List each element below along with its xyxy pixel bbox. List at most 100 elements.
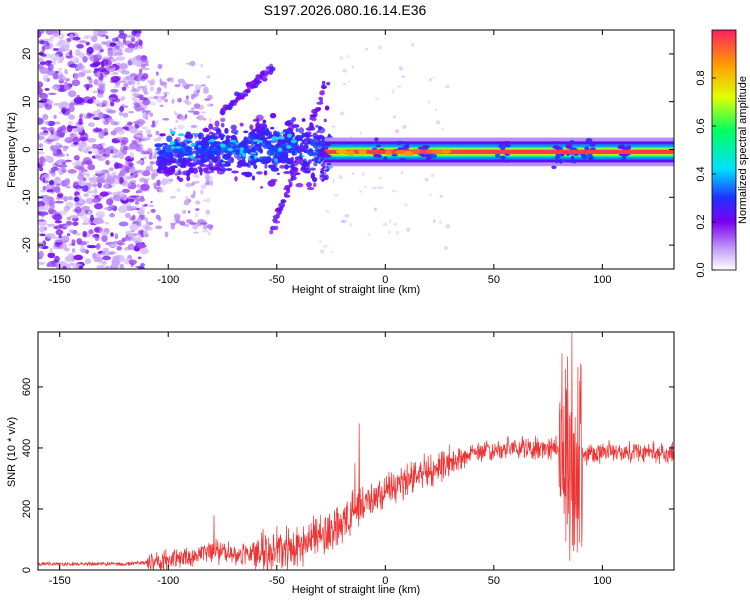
- spectrogram-blob: [157, 161, 164, 168]
- spectrogram-blob: [195, 200, 201, 205]
- spectrogram-blob: [45, 155, 50, 160]
- spectrogram-blob: [430, 153, 437, 159]
- spectrogram-blob: [44, 60, 52, 66]
- spectrogram-blob: [394, 129, 400, 134]
- spectrogram-blob: [120, 96, 126, 101]
- spectrogram-blob: [80, 161, 85, 167]
- spectrogram-blob: [310, 153, 317, 157]
- spectrogram-blob: [130, 238, 136, 241]
- spectrogram-blob: [618, 144, 624, 147]
- spectrogram-blob: [133, 92, 138, 98]
- spectrogram-blob: [230, 124, 237, 131]
- spectrogram-blob: [319, 98, 323, 103]
- spectrogram-blob: [118, 152, 125, 160]
- spectrogram-blob: [175, 119, 179, 123]
- spectrogram-blob: [439, 220, 443, 225]
- spectrogram-blob: [58, 145, 63, 149]
- spectrogram-blob: [322, 244, 328, 248]
- spectrogram-blob: [155, 225, 163, 230]
- spectrogram-blob: [54, 220, 63, 224]
- chart-title: S197.2026.080.16.14.E36: [264, 2, 427, 18]
- spectrogram-blob: [57, 192, 64, 199]
- spectrogram-blob: [151, 153, 156, 160]
- spectrogram-blob: [44, 121, 50, 126]
- spectrogram-blob: [110, 75, 120, 83]
- spectrogram-blob: [144, 225, 151, 231]
- spectrogram-blob: [305, 134, 313, 138]
- spectrogram-blob: [227, 147, 234, 152]
- spectrogram-blob: [141, 204, 148, 208]
- spectrogram-blob: [101, 232, 109, 236]
- spectrogram-blob: [431, 173, 435, 178]
- spectrogram-blob: [272, 218, 278, 223]
- spectrogram-blob: [125, 160, 130, 166]
- spectrogram-blob: [62, 129, 69, 134]
- spectrogram-blob: [147, 221, 154, 226]
- snr-x-tick-label: -50: [269, 575, 285, 587]
- spectrogram-blob: [63, 195, 68, 202]
- spectrogram-blob: [322, 146, 329, 150]
- spectrogram-blob: [99, 191, 109, 197]
- spectrogram-blob: [200, 63, 203, 68]
- snr-y-tick-label: 200: [21, 500, 33, 518]
- spectrogram-blob: [174, 146, 182, 149]
- spectrogram-blob: [55, 42, 65, 47]
- spectrogram-blob: [263, 170, 268, 176]
- spectrogram-blob: [88, 113, 95, 117]
- spectrogram-blob: [48, 180, 55, 186]
- spectrogram-blob: [140, 263, 146, 267]
- spectrogram-blob: [286, 144, 291, 149]
- spectrogram-blob: [121, 164, 129, 170]
- spectrogram-blob: [91, 198, 100, 203]
- spectrogram-blob: [285, 119, 294, 125]
- spectrogram-blob: [76, 94, 81, 99]
- spectrogram-blob: [201, 111, 206, 114]
- spectrogram-blob: [291, 143, 298, 151]
- spectrogram-blob: [122, 37, 127, 44]
- spectrogram-blob: [243, 130, 249, 134]
- spectrogram-blob: [66, 233, 71, 237]
- spectrogram-blob: [374, 97, 379, 100]
- spectrogram-blob: [93, 217, 104, 224]
- spectrogram-blob: [198, 167, 203, 173]
- spectrogram-blob: [188, 167, 195, 173]
- spectrogram-blob: [121, 237, 127, 242]
- spectrogram-blob: [108, 251, 115, 256]
- spectrogram-blob: [395, 141, 402, 146]
- spectrogram-blob: [74, 49, 81, 56]
- spectrogram-blob: [49, 35, 53, 43]
- spectrogram-blob: [358, 148, 367, 155]
- spectrogram-blob: [190, 124, 198, 128]
- spectrogram-blob: [303, 140, 308, 144]
- spectrogram-blob: [154, 143, 163, 148]
- spectrogram-blob: [53, 121, 61, 125]
- spectrogram-blob: [135, 63, 143, 68]
- spectrogram-blob: [149, 86, 154, 92]
- spectrogram-blob: [247, 140, 252, 145]
- spectrogram-blob: [45, 233, 56, 239]
- spectrogram-blob: [192, 110, 200, 115]
- spectrogram-blob: [85, 146, 93, 151]
- spectrogram-blob: [313, 135, 320, 142]
- spectrogram-blob: [186, 62, 193, 65]
- spectrogram-blob: [317, 135, 326, 142]
- spectrogram-blob: [203, 199, 207, 202]
- spectrogram-blob: [321, 152, 329, 157]
- spectrogram-blob: [330, 250, 334, 253]
- spectrogram-blob: [554, 156, 561, 159]
- spectrogram-blob: [143, 151, 151, 155]
- spectrogram-blob: [248, 157, 252, 161]
- spectrogram-blob: [177, 124, 185, 130]
- spectrogram-blob: [193, 103, 201, 109]
- spectrogram-blob: [320, 249, 325, 254]
- spectrogram-blob: [118, 32, 128, 39]
- spectrogram-blob: [209, 103, 214, 107]
- snr-y-tick-label: 400: [21, 439, 33, 457]
- spectrogram-blob: [234, 176, 238, 182]
- spectrogram-blob: [193, 190, 196, 196]
- spectrogram-blob: [243, 171, 253, 178]
- spectrogram-blob: [589, 143, 596, 147]
- spectrogram-blob: [72, 137, 81, 143]
- spectrogram-blob: [54, 225, 63, 230]
- spectrogram-blob: [67, 169, 77, 174]
